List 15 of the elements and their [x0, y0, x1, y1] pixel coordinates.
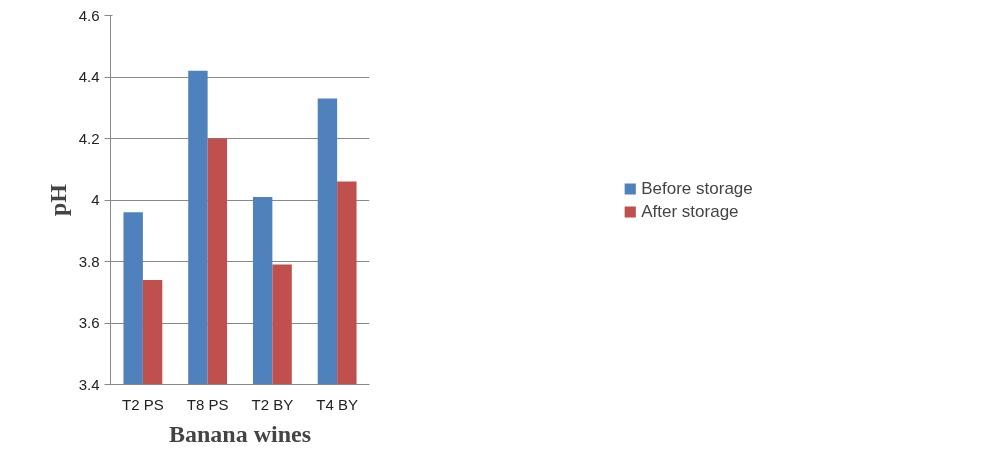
y-axis-title: pH: [44, 183, 71, 217]
y-tick-label: 4.6: [78, 6, 100, 24]
x-tick-label: T2 PS: [122, 395, 164, 413]
y-tick-label: 4.2: [78, 129, 100, 147]
x-tick-label: T8 PS: [186, 395, 229, 413]
y-tick-label: 3.8: [78, 252, 100, 270]
x-tick-label: T2 BY: [251, 395, 294, 413]
legend-label: After storage: [641, 201, 739, 221]
y-tick-label: 3.6: [78, 314, 100, 331]
y-tick-label: 3.4: [78, 375, 100, 393]
x-axis-title: Banana wines: [168, 420, 312, 447]
y-tick-label: 4.4: [78, 68, 100, 85]
y-tick-label: 4: [91, 191, 100, 208]
x-tick-label: T4 BY: [316, 395, 358, 413]
legend-label: Before storage: [641, 178, 753, 198]
